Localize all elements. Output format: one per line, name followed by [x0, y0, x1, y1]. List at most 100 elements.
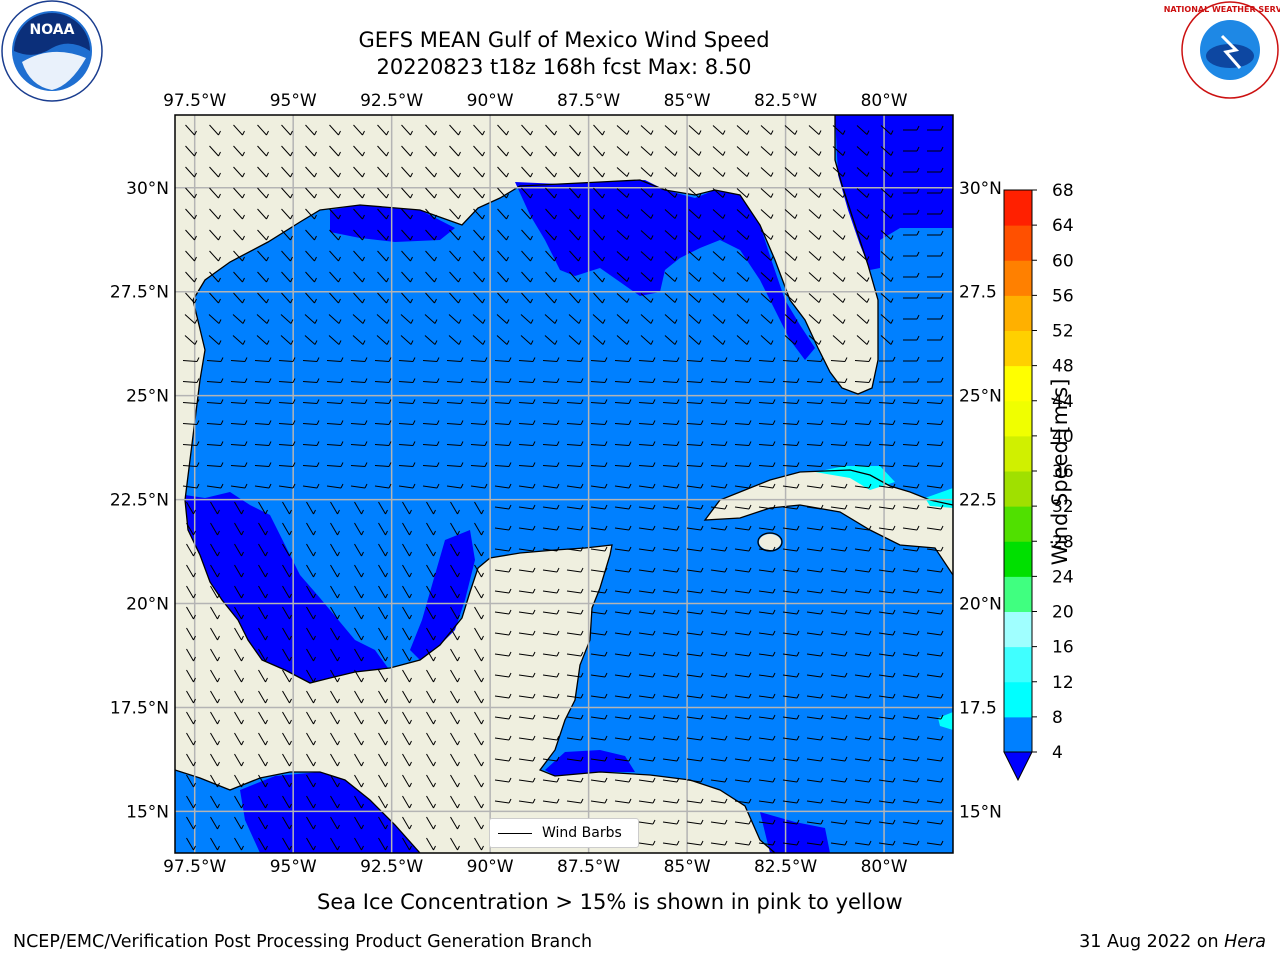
wind-barb: [350, 360, 366, 362]
wind-barb: [545, 124, 555, 136]
wind-barb: [494, 402, 510, 404]
wind-barb: [782, 360, 798, 362]
wind-barb: [281, 250, 291, 262]
wind-barb: [640, 314, 652, 324]
wind-barb-flag: [794, 151, 798, 156]
wind-barb-flag: [196, 420, 200, 425]
wind-barb-flag: [604, 378, 608, 383]
wind-barb: [640, 251, 652, 261]
wind-barb-flag: [868, 567, 872, 573]
wind-barb: [306, 690, 314, 704]
wind-barb-flag: [916, 146, 920, 152]
wind-barb: [784, 335, 796, 345]
wind-barb-flag: [433, 656, 436, 662]
wind-barb: [330, 837, 338, 851]
wind-barb: [230, 485, 246, 489]
wind-barb: [758, 402, 774, 404]
wind-barb: [185, 292, 195, 304]
wind-barb: [377, 271, 387, 283]
wind-barb: [474, 753, 482, 767]
wind-barb-flag: [698, 172, 702, 177]
wind-barb: [638, 716, 654, 720]
wind-barb: [521, 292, 531, 304]
wind-barb: [425, 187, 435, 199]
wind-barb-flag: [481, 656, 484, 662]
wind-barb-flag: [772, 630, 776, 636]
wind-barb-flag: [676, 693, 680, 699]
wind-barb-flag: [700, 420, 704, 425]
wind-barb-flag: [916, 209, 920, 215]
lat-tick-label: 30°N: [959, 179, 1002, 199]
wind-barb: [542, 444, 558, 446]
wind-barb: [353, 187, 363, 199]
wind-barb: [209, 124, 219, 136]
wind-barb-flag: [794, 172, 798, 177]
wind-barb-flag: [604, 420, 608, 425]
wind-barb-flag: [460, 378, 464, 383]
wind-barb: [354, 837, 362, 851]
wind-barb: [806, 632, 822, 636]
wind-barb-flag: [385, 593, 388, 599]
wind-barb: [856, 209, 868, 219]
wind-barb-flag: [361, 824, 364, 830]
wind-barb: [590, 758, 606, 762]
wind-barb-flag: [433, 614, 436, 620]
wind-barb-flag: [290, 277, 293, 283]
wind-barb: [734, 465, 750, 467]
wind-barb: [736, 125, 748, 135]
wind-barb-flag: [482, 277, 485, 283]
wind-barb: [686, 674, 702, 678]
wind-barb-flag: [772, 588, 776, 594]
wind-barb-flag: [628, 483, 632, 489]
wind-barb: [830, 506, 846, 510]
wind-barb-flag: [868, 609, 872, 615]
wind-barb-flag: [724, 441, 728, 446]
wind-barb-flag: [436, 357, 440, 362]
wind-barb: [376, 335, 388, 345]
wind-barb-flag: [916, 420, 920, 425]
wind-barb: [710, 695, 726, 699]
wind-barb: [830, 821, 846, 825]
wind-barb: [425, 271, 435, 283]
wind-barb-flag: [892, 356, 896, 362]
wind-barb: [186, 711, 194, 725]
wind-barb: [450, 669, 458, 683]
wind-barb-flag: [481, 677, 484, 683]
wind-barb-flag: [409, 614, 412, 620]
wind-barb-flag: [484, 441, 488, 446]
wind-barb-flag: [434, 319, 438, 324]
wind-barb: [374, 402, 390, 404]
wind-barb-flag: [748, 819, 752, 825]
wind-barb-flag: [722, 130, 726, 135]
wind-barb-flag: [386, 340, 390, 345]
wind-barb-flag: [700, 567, 704, 573]
wind-barb-flag: [554, 298, 557, 304]
wind-barb-flag: [289, 782, 292, 788]
wind-barb-flag: [892, 756, 896, 762]
wind-barb: [830, 381, 846, 383]
wind-barb: [710, 758, 726, 762]
wind-barb: [402, 669, 410, 683]
wind-barb: [736, 314, 748, 324]
wind-barb-flag: [674, 256, 678, 261]
wind-barb-flag: [892, 777, 896, 783]
wind-barb-flag: [457, 719, 460, 725]
wind-barb: [402, 648, 410, 662]
wind-barb: [402, 522, 410, 536]
wind-barb: [281, 145, 291, 157]
wind-barb: [902, 569, 918, 573]
wind-barb: [305, 208, 315, 220]
wind-barb: [254, 444, 270, 446]
wind-barb: [474, 816, 482, 830]
wind-barb-flag: [770, 319, 774, 324]
wind-barb-flag: [481, 530, 484, 536]
wind-barb-flag: [772, 378, 776, 383]
colorbar-tick-label: 40: [1052, 427, 1074, 447]
wind-barb-flag: [916, 167, 920, 173]
wind-barb-flag: [652, 756, 656, 762]
lat-tick-label: 17.5: [959, 698, 997, 718]
wind-barb-flag: [241, 782, 244, 788]
wind-barb: [686, 800, 702, 804]
wind-barb-flag: [362, 172, 365, 178]
wind-barb-flag: [218, 172, 221, 178]
